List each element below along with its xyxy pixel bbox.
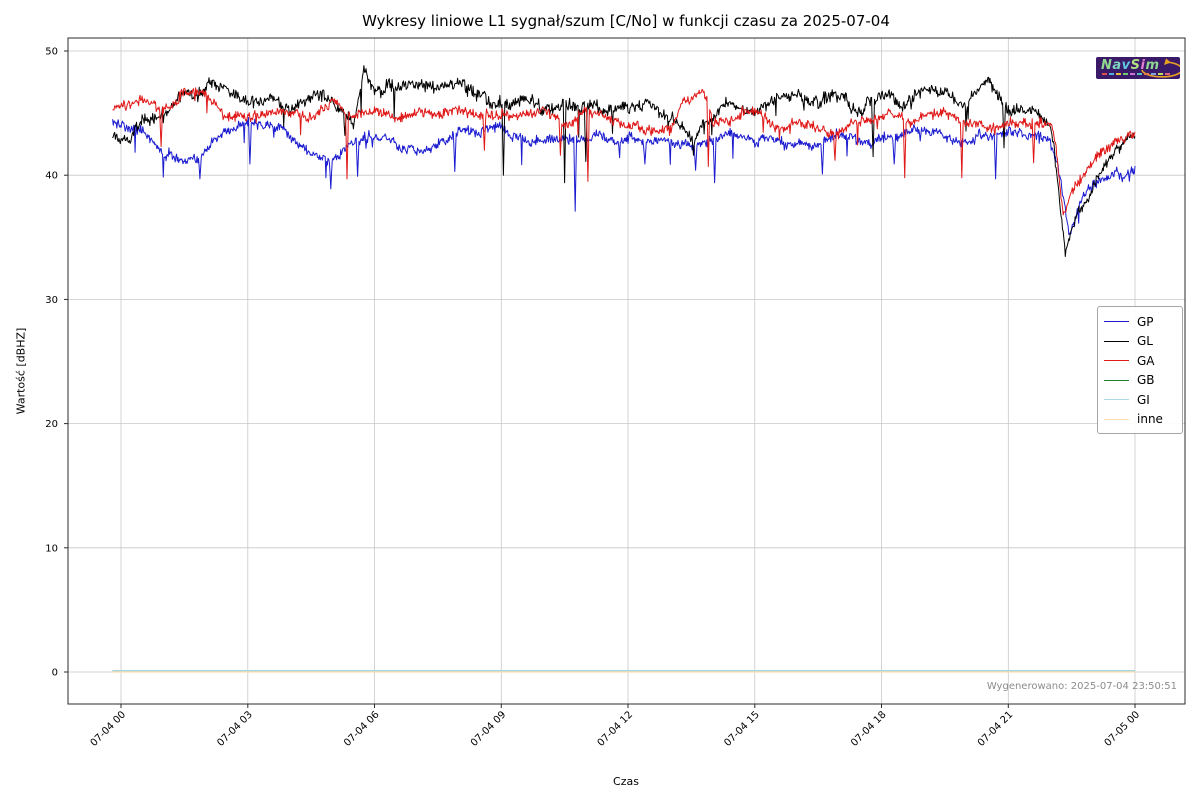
x-tick-label: 07-04 18: [849, 709, 889, 749]
legend-line-sample: [1104, 399, 1129, 401]
legend-item-GP: GP: [1104, 312, 1176, 332]
legend-line-sample: [1104, 321, 1129, 323]
legend-label: GB: [1137, 373, 1155, 388]
legend-item-GI: GI: [1104, 390, 1176, 410]
legend-label: GP: [1137, 314, 1154, 329]
plot-border: [67, 37, 1186, 705]
legend: GP GL GA GB GI inne: [1097, 306, 1183, 434]
x-tick-label: 07-04 12: [596, 709, 636, 749]
x-axis-label: Czas: [613, 775, 639, 788]
series-line-GL: [112, 65, 1136, 257]
y-axis-label: Wartość [dBHZ]: [14, 327, 28, 415]
gridlines: [68, 38, 1185, 704]
legend-item-GB: GB: [1104, 371, 1176, 391]
y-tick-label: 10: [45, 543, 58, 554]
watermark-text: NavSim: [1101, 58, 1160, 73]
legend-item-GA: GA: [1104, 351, 1176, 371]
legend-item-inne: inne: [1104, 410, 1176, 430]
legend-item-GL: GL: [1104, 332, 1176, 352]
legend-label: inne: [1137, 412, 1163, 427]
axis-ticks: 0 10 20 30 40 50 07-04 00 07-04 03 07-04 06 07-04…: [45, 47, 1142, 749]
legend-label: GA: [1137, 353, 1155, 368]
legend-line-sample: [1104, 340, 1129, 342]
x-tick-label: 07-04 15: [722, 709, 762, 749]
legend-line-sample: [1104, 360, 1129, 362]
x-tick-label: 07-04 09: [469, 709, 509, 749]
x-tick-label: 07-04 06: [342, 709, 382, 749]
y-tick-label: 20: [45, 419, 58, 430]
y-tick-label: 50: [45, 47, 58, 58]
y-tick-label: 30: [45, 295, 58, 306]
y-tick-label: 40: [45, 171, 58, 182]
x-tick-label: 07-05 00: [1103, 709, 1143, 749]
x-tick-label: 07-04 21: [976, 709, 1016, 749]
watermark-subtext: [1102, 73, 1170, 75]
series-line-GA: [112, 87, 1136, 216]
legend-label: GL: [1137, 334, 1153, 349]
series-lines: [112, 65, 1136, 673]
watermark-swoosh-icon: [1141, 58, 1180, 78]
series-line-GP: [112, 117, 1136, 235]
y-tick-label: 0: [52, 668, 58, 679]
chart-title: Wykresy liniowe L1 sygnał/szum [C/No] w …: [362, 12, 890, 30]
watermark-logo: NavSim: [1096, 57, 1180, 79]
x-tick-label: 07-04 03: [215, 709, 255, 749]
legend-label: GI: [1137, 392, 1150, 407]
generated-timestamp: Wygenerowano: 2025-07-04 23:50:51: [986, 681, 1177, 692]
x-tick-label: 07-04 00: [89, 709, 129, 749]
legend-line-sample: [1104, 379, 1129, 381]
legend-line-sample: [1104, 418, 1129, 420]
